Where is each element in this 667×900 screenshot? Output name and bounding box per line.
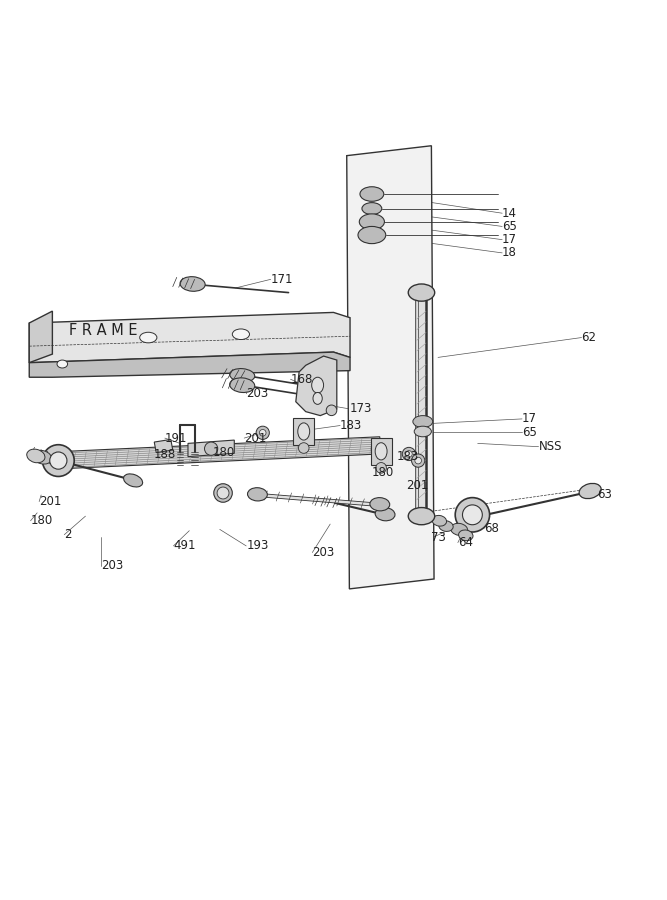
- Ellipse shape: [298, 443, 309, 454]
- Text: 64: 64: [458, 536, 473, 549]
- Ellipse shape: [311, 377, 323, 393]
- Ellipse shape: [229, 369, 255, 382]
- Polygon shape: [53, 436, 380, 469]
- Ellipse shape: [360, 214, 384, 230]
- Text: 180: 180: [31, 514, 53, 527]
- Ellipse shape: [358, 227, 386, 244]
- Ellipse shape: [33, 451, 51, 464]
- Text: 62: 62: [582, 331, 596, 344]
- Polygon shape: [188, 440, 234, 456]
- Text: 203: 203: [312, 546, 335, 559]
- Text: 183: 183: [396, 450, 419, 464]
- Text: 201: 201: [406, 479, 429, 492]
- Text: 203: 203: [101, 559, 123, 572]
- Ellipse shape: [139, 332, 157, 343]
- Text: 17: 17: [522, 412, 537, 426]
- Ellipse shape: [402, 447, 416, 461]
- Ellipse shape: [579, 483, 601, 499]
- Ellipse shape: [413, 416, 433, 428]
- Ellipse shape: [362, 202, 382, 214]
- Ellipse shape: [455, 498, 490, 532]
- Ellipse shape: [432, 516, 446, 526]
- Ellipse shape: [57, 360, 67, 368]
- Polygon shape: [29, 311, 53, 363]
- Text: 188: 188: [153, 448, 176, 461]
- Ellipse shape: [459, 530, 473, 541]
- Ellipse shape: [462, 505, 482, 525]
- Text: 183: 183: [340, 419, 362, 432]
- Ellipse shape: [406, 451, 412, 457]
- Ellipse shape: [259, 429, 266, 436]
- Text: NSS: NSS: [538, 440, 562, 454]
- Text: 171: 171: [271, 273, 293, 286]
- Ellipse shape: [256, 427, 269, 439]
- Text: 491: 491: [173, 539, 196, 553]
- Text: 2: 2: [64, 528, 72, 541]
- Polygon shape: [29, 312, 350, 363]
- Polygon shape: [295, 356, 337, 416]
- Polygon shape: [293, 418, 314, 445]
- Polygon shape: [154, 439, 173, 453]
- Text: 168: 168: [291, 373, 313, 386]
- Text: 17: 17: [502, 233, 517, 247]
- Ellipse shape: [50, 452, 67, 469]
- Ellipse shape: [412, 454, 425, 467]
- Text: 203: 203: [246, 387, 268, 400]
- Ellipse shape: [375, 443, 387, 460]
- Text: F R A M E: F R A M E: [69, 323, 137, 338]
- Ellipse shape: [370, 498, 390, 511]
- Ellipse shape: [247, 488, 267, 501]
- Ellipse shape: [43, 445, 74, 476]
- Text: 14: 14: [502, 207, 517, 220]
- Ellipse shape: [217, 487, 229, 499]
- Ellipse shape: [408, 284, 435, 302]
- Ellipse shape: [232, 329, 249, 339]
- Text: 180: 180: [213, 446, 235, 459]
- Ellipse shape: [214, 483, 232, 502]
- Ellipse shape: [205, 442, 217, 455]
- Polygon shape: [371, 438, 392, 464]
- Ellipse shape: [408, 508, 435, 525]
- Ellipse shape: [229, 378, 255, 392]
- Ellipse shape: [313, 392, 322, 404]
- Text: 65: 65: [502, 220, 517, 233]
- Text: 68: 68: [484, 522, 499, 535]
- Ellipse shape: [297, 423, 309, 440]
- Text: 173: 173: [350, 402, 372, 416]
- Ellipse shape: [360, 186, 384, 202]
- Ellipse shape: [180, 276, 205, 292]
- Ellipse shape: [376, 508, 395, 521]
- Ellipse shape: [123, 474, 143, 487]
- Ellipse shape: [414, 427, 432, 436]
- Ellipse shape: [326, 405, 337, 416]
- Text: 201: 201: [244, 432, 267, 445]
- Ellipse shape: [451, 523, 468, 536]
- Polygon shape: [29, 352, 350, 377]
- Text: 18: 18: [502, 247, 517, 259]
- Ellipse shape: [415, 457, 422, 464]
- Ellipse shape: [439, 521, 453, 531]
- Text: 180: 180: [372, 466, 394, 479]
- Text: 191: 191: [165, 432, 187, 445]
- Polygon shape: [347, 146, 434, 589]
- Text: 65: 65: [522, 426, 537, 438]
- Text: 193: 193: [246, 539, 269, 553]
- Text: 201: 201: [39, 495, 61, 508]
- Ellipse shape: [376, 463, 386, 473]
- Text: 73: 73: [432, 532, 446, 544]
- Ellipse shape: [27, 449, 45, 463]
- Text: 63: 63: [597, 489, 612, 501]
